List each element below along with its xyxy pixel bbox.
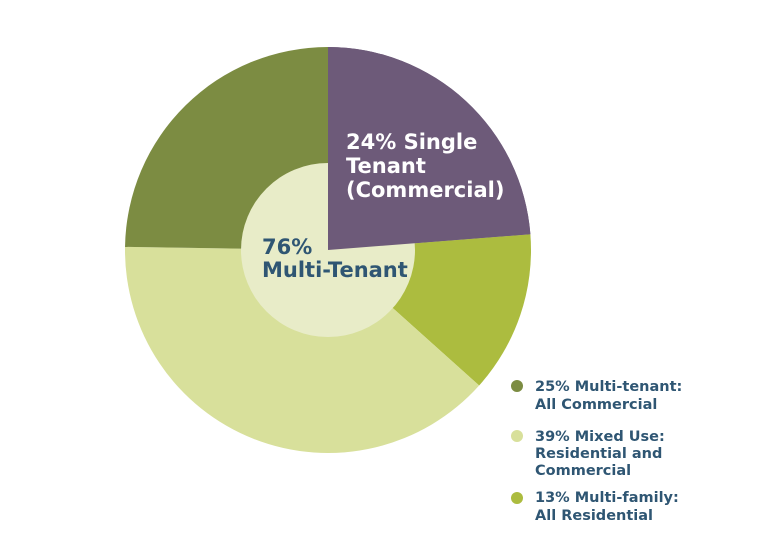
svg-text:25% Multi-tenant: All: 25% Multi-tenant: All Commercial <box>535 379 687 413</box>
pie-slice <box>328 47 531 250</box>
legend-text-line: Residential and <box>535 446 662 462</box>
legend-item-mixed-use: 39% Mixed Use: Residential and Commercia… <box>511 429 670 479</box>
multi-tenant-label: 76% Multi-Tenant <box>262 235 408 282</box>
single-tenant-label: 24% Single Tenant (Commercial) <box>346 130 504 202</box>
legend-text-line: Commercial <box>535 463 631 479</box>
legend-text-line: 13% Multi-family: <box>535 490 679 506</box>
single-tenant-label-line: (Commercial) <box>346 178 504 202</box>
legend-swatch <box>511 380 523 392</box>
legend-swatch <box>511 430 523 442</box>
legend: 25% Multi-tenant: All Commercial 39% Mix… <box>511 379 687 524</box>
svg-text:39% Mixed Use: Residen: 39% Mixed Use: Residential and Commercia… <box>535 429 670 479</box>
legend-text-line: All Residential <box>535 508 653 524</box>
legend-item-multi-family-residential: 13% Multi-family: All Residential <box>511 490 684 524</box>
multi-tenant-label-line: 76% <box>262 235 312 259</box>
single-tenant-label-line: 24% Single <box>346 130 477 154</box>
pie-slice <box>125 246 480 453</box>
legend-item-multi-tenant-commercial: 25% Multi-tenant: All Commercial <box>511 379 687 413</box>
svg-text:13% Multi-family: All: 13% Multi-family: All Residential <box>535 490 684 524</box>
single-tenant-label-line: Tenant <box>346 154 426 178</box>
legend-text-line: 25% Multi-tenant: <box>535 379 682 395</box>
multi-tenant-label-line: Multi-Tenant <box>262 258 408 282</box>
legend-swatch <box>511 492 523 504</box>
legend-text-line: 39% Mixed Use: <box>535 429 665 445</box>
legend-text-line: All Commercial <box>535 397 657 413</box>
